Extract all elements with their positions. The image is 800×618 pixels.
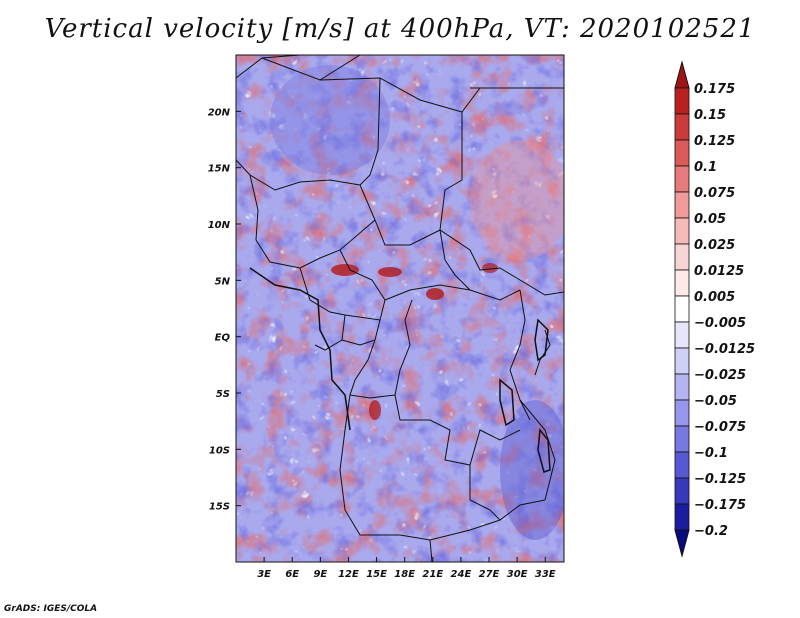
colorbar-swatch <box>674 191 690 219</box>
colorbar-label: 0.15 <box>694 108 726 123</box>
strong-uplift-cell-3 <box>426 288 444 300</box>
rising-area-northeast <box>470 140 564 260</box>
colorbar-label: −0.1 <box>694 446 728 461</box>
lon-tick-label: 30E <box>507 569 528 580</box>
colorbar-swatch <box>674 243 690 271</box>
colorbar-label: 0.0125 <box>694 264 744 279</box>
strong-uplift-cell-1 <box>331 264 359 276</box>
sinking-area-southeast <box>500 400 564 540</box>
lon-tick-label: 6E <box>285 569 299 580</box>
map-plot-area <box>236 55 564 562</box>
colorbar-swatch <box>674 87 690 115</box>
colorbar-label: 0.05 <box>694 212 726 227</box>
colorbar-top-arrow <box>674 60 690 89</box>
lat-tick-label: 15N <box>208 164 231 175</box>
colorbar: 0.175 0.15 0.125 0.1 0.075 0.05 0.025 0.0125 0.0… <box>674 60 755 558</box>
lon-tick-label: 12E <box>338 569 359 580</box>
country-borders <box>236 55 564 562</box>
lon-tick-label: 9E <box>313 569 327 580</box>
lon-tick-label: 3E <box>257 569 271 580</box>
lon-tick-label: 24E <box>451 569 472 580</box>
colorbar-swatch <box>674 217 690 245</box>
credit-label: GrADS: IGES/COLA <box>4 604 98 614</box>
colorbar-swatch <box>674 477 690 505</box>
colorbar-swatch <box>674 165 690 193</box>
colorbar-swatch <box>674 399 690 427</box>
colorbar-label: −0.05 <box>694 394 737 409</box>
colorbar-label: 0.025 <box>694 238 735 253</box>
lat-tick-label: 10N <box>208 220 231 231</box>
lon-tick-label: 33E <box>535 569 556 580</box>
lakes-and-coast <box>249 267 551 473</box>
colorbar-label: 0.125 <box>694 134 735 149</box>
lon-tick-label: 18E <box>394 569 415 580</box>
chart-title: Vertical velocity [m/s] at 400hPa, VT: 2… <box>44 14 756 44</box>
colorbar-swatch <box>674 139 690 167</box>
lat-tick-label: 5N <box>215 276 231 287</box>
strong-sinking-area-north <box>270 65 390 175</box>
strong-uplift-cell-5 <box>482 263 498 273</box>
map-frame <box>235 54 565 563</box>
colorbar-label: 0.005 <box>694 290 735 305</box>
strong-uplift-cell-4 <box>369 400 381 420</box>
lat-tick-label: 15S <box>209 502 230 513</box>
colorbar-bottom-arrow <box>674 529 690 558</box>
colorbar-swatch <box>674 503 690 531</box>
lat-tick-label: 20N <box>208 107 231 118</box>
lat-tick-label: EQ <box>215 333 231 344</box>
colorbar-swatch <box>674 347 690 375</box>
colorbar-label: 0.175 <box>694 82 735 97</box>
colorbar-label: −0.005 <box>694 316 746 331</box>
lon-tick-label: 15E <box>366 569 387 580</box>
colorbar-swatch <box>674 451 690 479</box>
colorbar-label: −0.025 <box>694 368 746 383</box>
lon-tick-label: 27E <box>479 569 500 580</box>
lat-tick-label: 5S <box>216 389 230 400</box>
colorbar-swatch <box>674 269 690 297</box>
colorbar-label: −0.075 <box>694 420 746 435</box>
colorbar-label: −0.2 <box>694 524 728 539</box>
colorbar-swatch <box>674 295 690 323</box>
lat-tick-label: 10S <box>209 445 230 456</box>
lon-tick-label: 21E <box>422 569 443 580</box>
colorbar-swatch <box>674 425 690 453</box>
colorbar-label: −0.175 <box>694 498 746 513</box>
latitude-axis: 20N 15N 10N 5N EQ 5S 10S 15S <box>208 107 241 513</box>
strong-uplift-cell-2 <box>378 267 402 277</box>
colorbar-swatch <box>674 113 690 141</box>
colorbar-label: −0.0125 <box>694 342 755 357</box>
colorbar-label: 0.075 <box>694 186 735 201</box>
colorbar-label: 0.1 <box>694 160 717 175</box>
field-neutral-texture <box>236 55 564 562</box>
colorbar-swatch <box>674 321 690 349</box>
colorbar-swatch <box>674 373 690 401</box>
longitude-axis: 3E 6E 9E 12E 15E 18E 21E 24E 27E 30E 33E <box>257 557 556 580</box>
colorbar-label: −0.125 <box>694 472 746 487</box>
